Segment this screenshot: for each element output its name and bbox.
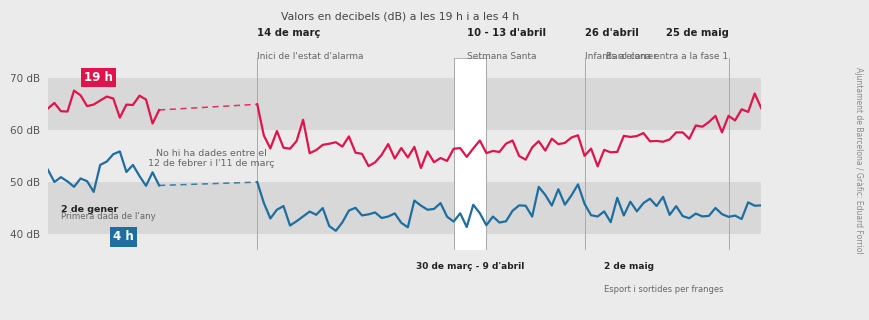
Text: 26 d'abril: 26 d'abril — [584, 28, 638, 38]
Text: Valors en decibels (dB) a les 19 h i a les 4 h: Valors en decibels (dB) a les 19 h i a l… — [281, 11, 519, 21]
Text: No hi ha dades entre el
12 de febrer i l'11 de març: No hi ha dades entre el 12 de febrer i l… — [148, 149, 275, 169]
Text: Barcelona entra a la fase 1: Barcelona entra a la fase 1 — [606, 52, 727, 61]
Text: Infants al carrer: Infants al carrer — [584, 52, 656, 61]
Text: 4 h: 4 h — [113, 230, 134, 243]
Text: 19 h: 19 h — [83, 71, 113, 84]
Text: Inici de l'estat d'alarma: Inici de l'estat d'alarma — [257, 52, 363, 61]
Bar — [453, 58, 486, 250]
Text: 2 de maig: 2 de maig — [603, 262, 653, 271]
Text: Primera dada de l'any: Primera dada de l'any — [61, 212, 156, 221]
Text: Setmana Santa: Setmana Santa — [466, 52, 535, 61]
Text: 2 de gener: 2 de gener — [61, 205, 118, 214]
Text: 25 de maig: 25 de maig — [665, 28, 727, 38]
Text: 14 de març: 14 de març — [257, 28, 321, 38]
Bar — [48, 78, 760, 130]
Bar — [48, 182, 760, 234]
Text: Ajuntament de Barcelona / Gràfic: Eduard Forriol: Ajuntament de Barcelona / Gràfic: Eduard… — [853, 67, 862, 253]
Text: 30 de març - 9 d'abril: 30 de març - 9 d'abril — [415, 262, 524, 271]
Text: Esport i sortides per franges: Esport i sortides per franges — [603, 285, 723, 294]
Bar — [48, 130, 760, 182]
Text: 10 - 13 d'abril: 10 - 13 d'abril — [466, 28, 545, 38]
